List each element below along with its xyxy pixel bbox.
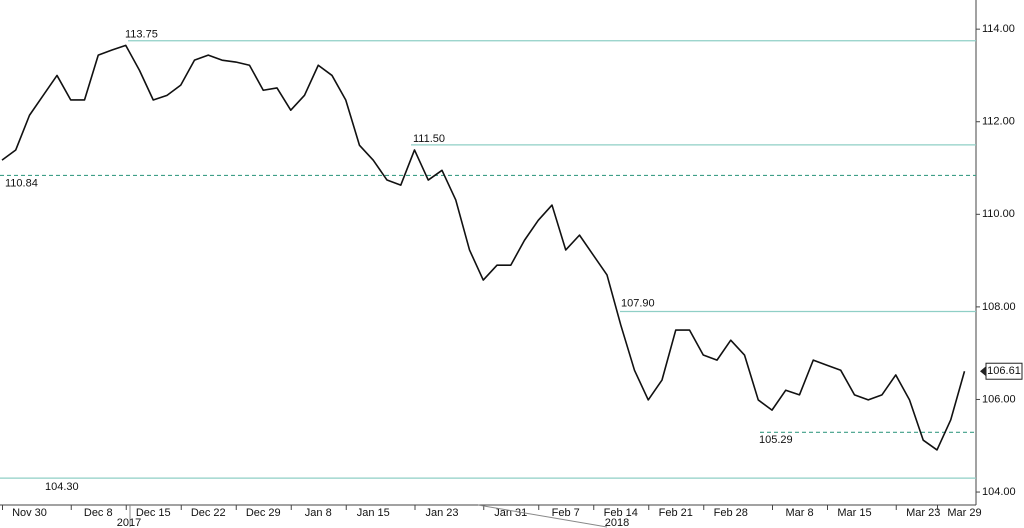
reference-label: 104.30 [45, 481, 79, 493]
x-tick-label: Feb 14 [604, 507, 638, 519]
year-tick [477, 504, 608, 528]
last-value-label: 106.61 [987, 365, 1021, 377]
reference-label: 111.50 [413, 133, 445, 145]
y-tick-label: 108.00 [982, 301, 1016, 313]
x-tick-label: Nov 30 [12, 507, 47, 519]
x-tick-label: Jan 8 [305, 507, 332, 519]
reference-label: 105.29 [759, 434, 793, 446]
x-tick-label: Feb 21 [659, 507, 693, 519]
x-tick-label: Jan 23 [425, 507, 458, 519]
x-tick-label: Mar 23 [906, 507, 940, 519]
price-line [1, 44, 966, 451]
y-tick-label: 110.00 [982, 208, 1015, 220]
x-tick-label: Jan 15 [357, 507, 390, 519]
x-tick-label: Mar 8 [785, 507, 813, 519]
reference-label: 107.90 [621, 297, 655, 309]
year-label: 2018 [605, 517, 629, 528]
x-tick-label: Dec 8 [84, 507, 113, 519]
y-tick-label: 114.00 [982, 23, 1015, 35]
x-tick-label: Feb 28 [714, 507, 748, 519]
year-label: 2017 [117, 517, 141, 528]
x-tick-label: Feb 7 [552, 507, 580, 519]
x-tick-label: Mar 29 [947, 507, 981, 519]
x-tick-label: Dec 29 [246, 507, 281, 519]
x-tick-label: Jan 31 [494, 507, 527, 519]
reference-label: 110.84 [5, 177, 38, 189]
x-tick-label: Mar 15 [837, 507, 871, 519]
y-tick-label: 104.00 [982, 486, 1016, 498]
x-tick-label: Dec 15 [136, 507, 171, 519]
y-tick-label: 106.00 [982, 393, 1016, 405]
reference-label: 113.75 [125, 29, 158, 41]
x-tick-label: Dec 22 [191, 507, 226, 519]
last-value-pointer [980, 366, 986, 377]
y-tick-label: 112.00 [982, 116, 1015, 128]
